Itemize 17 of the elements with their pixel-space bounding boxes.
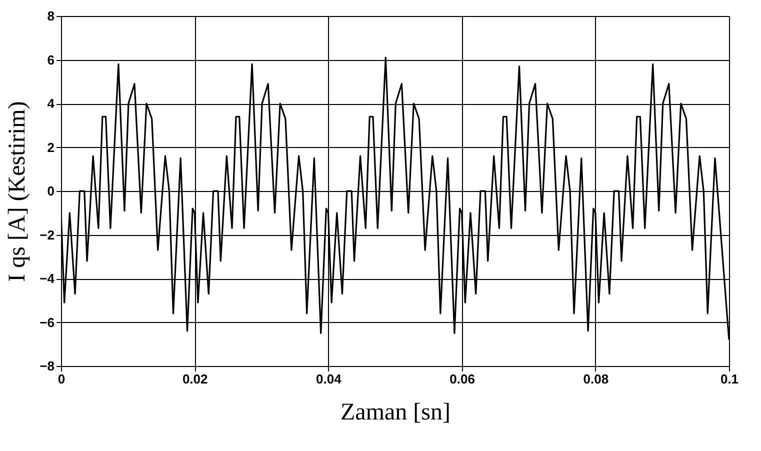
y-tick-label: 6	[47, 52, 54, 68]
x-tick-label: 0	[58, 372, 66, 386]
x-tick-label: 0.04	[316, 372, 342, 386]
x-tick-label: 0.1	[720, 372, 739, 386]
x-tick-label: 0.08	[583, 372, 609, 386]
y-tick-label: −6	[40, 314, 54, 330]
y-tick-label: −8	[40, 358, 54, 374]
y-tick-label: 2	[47, 140, 54, 155]
x-tick-label: 0.06	[450, 372, 475, 386]
x-axis-title: Zaman [sn]	[340, 400, 450, 426]
y-tick-label: −2	[40, 227, 54, 242]
y-tick-label: 0	[47, 184, 54, 198]
y-axis-title: I qs [A] (Kestirim)	[4, 101, 31, 282]
x-tick-label: 0.02	[182, 372, 208, 386]
y-tick-label: 8	[47, 8, 54, 24]
y-tick-label: −4	[40, 271, 56, 286]
y-tick-label: 4	[47, 96, 56, 111]
